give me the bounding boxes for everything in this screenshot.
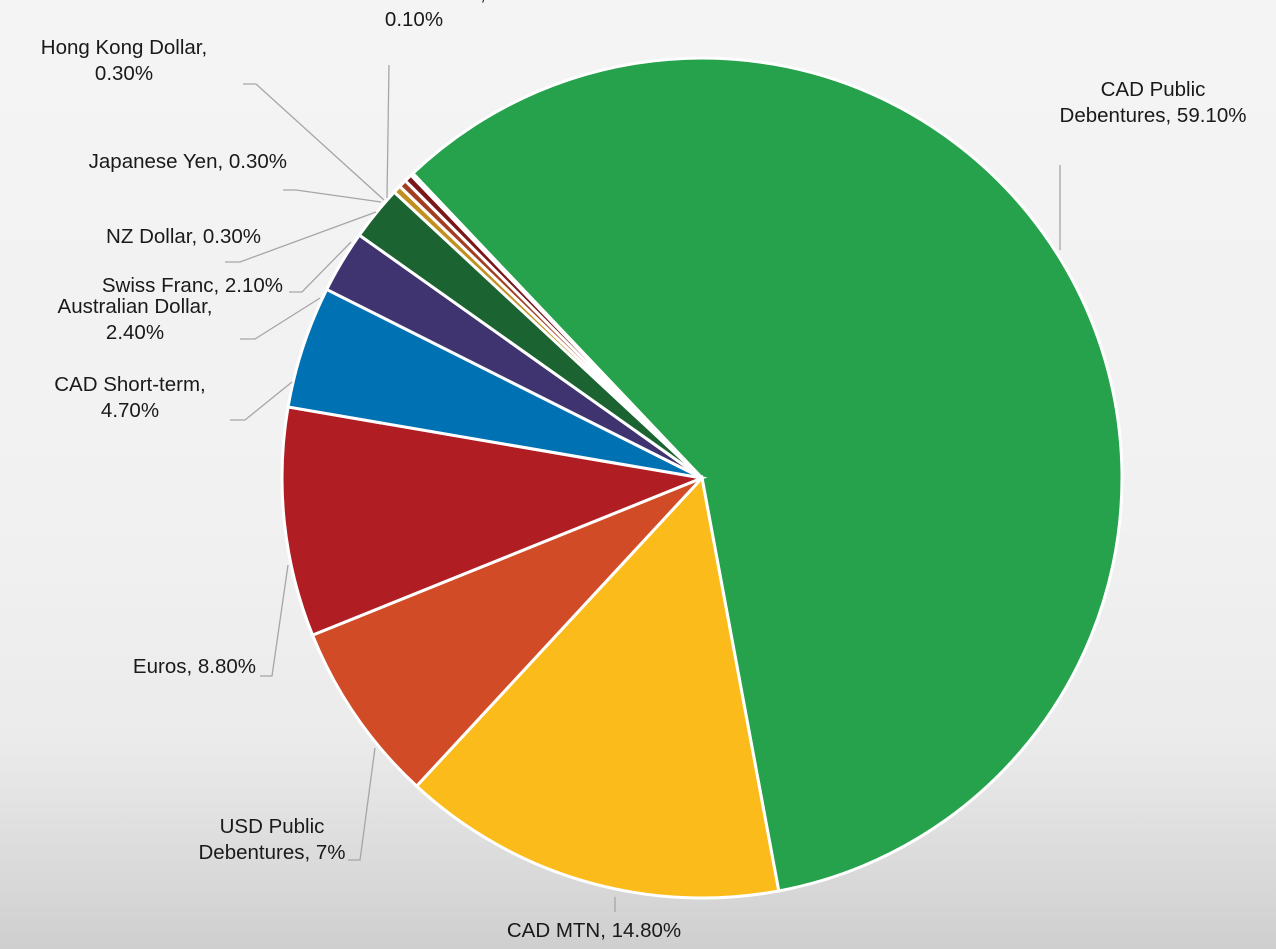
leader-line bbox=[243, 83, 385, 201]
data-label: Euros, 8.80% bbox=[133, 655, 256, 678]
data-label: 4.70% bbox=[101, 399, 159, 422]
data-label: Debentures, 7% bbox=[198, 841, 345, 864]
leader-line bbox=[283, 189, 382, 203]
data-label: 0.30% bbox=[95, 62, 153, 85]
pie-slice-swedish-krona bbox=[408, 171, 704, 480]
data-label: 0.10% bbox=[385, 8, 443, 31]
leader-line bbox=[348, 747, 376, 861]
pie-slice-usd-public-debentures bbox=[310, 476, 704, 789]
data-label: USD Public bbox=[220, 815, 325, 838]
data-label: Australian Dollar, bbox=[58, 295, 213, 318]
pie-slices bbox=[280, 56, 1124, 900]
data-label: Japanese Yen, 0.30% bbox=[89, 150, 287, 173]
leader-line bbox=[386, 64, 390, 199]
pie-slice-cad-mtn bbox=[414, 474, 781, 900]
data-label: Debentures, 59.10% bbox=[1060, 104, 1247, 127]
leader-line bbox=[225, 211, 377, 263]
data-label: Swedish Krona, bbox=[342, 0, 486, 5]
data-label: Swiss Franc, 2.10% bbox=[102, 274, 283, 297]
data-label: NZ Dollar, 0.30% bbox=[106, 225, 261, 248]
leader-lines bbox=[225, 64, 1061, 912]
leader-line bbox=[289, 241, 352, 293]
leader-line bbox=[240, 297, 321, 340]
data-label: CAD MTN, 14.80% bbox=[507, 919, 681, 942]
pie-slice-euros bbox=[280, 405, 708, 638]
leader-line bbox=[260, 564, 289, 677]
leader-line bbox=[230, 381, 293, 421]
data-label: CAD Public bbox=[1101, 78, 1206, 101]
data-label: CAD Short-term, bbox=[54, 373, 206, 396]
data-label: 2.40% bbox=[106, 321, 164, 344]
slice-labels: CAD Public Debentures, 59.10% CAD MTN, 14.… bbox=[41, 0, 1247, 942]
data-label: Hong Kong Dollar, bbox=[41, 36, 207, 59]
pie-slice-cad-public-debentures bbox=[410, 56, 1124, 893]
